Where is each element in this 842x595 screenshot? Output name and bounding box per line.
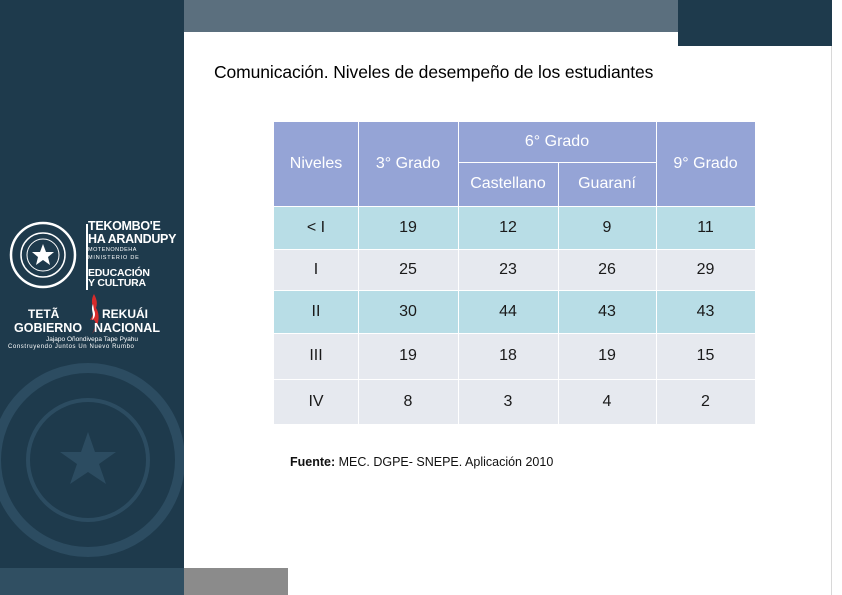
header-niveles: Niveles bbox=[274, 122, 358, 206]
logo-divider bbox=[86, 224, 88, 290]
mec-logo-text: HA ARANDUPY bbox=[88, 232, 177, 246]
table-cell-cast: 44 bbox=[458, 290, 558, 333]
mec-logo-text: MINISTERIO DE bbox=[88, 255, 140, 261]
header-grado3: 3° Grado bbox=[358, 122, 458, 206]
mec-logo-text: MOTENONDEHA bbox=[88, 247, 137, 253]
table-cell-nivel: I bbox=[274, 249, 358, 290]
table-cell-nivel: IV bbox=[274, 379, 358, 424]
table-cell-nivel: II bbox=[274, 290, 358, 333]
table-cell-g9: 29 bbox=[656, 249, 755, 290]
header-castellano: Castellano bbox=[458, 162, 558, 206]
table-cell-guar: 4 bbox=[558, 379, 656, 424]
table-gridline bbox=[558, 162, 559, 424]
sidebar bbox=[0, 0, 184, 595]
bottom-gray-band bbox=[184, 568, 288, 595]
table-cell-cast: 12 bbox=[458, 206, 558, 249]
national-seal-icon bbox=[9, 221, 77, 289]
source-label: Fuente: bbox=[290, 455, 336, 469]
header-guarani: Guaraní bbox=[558, 162, 656, 206]
watermark-seal-icon bbox=[0, 363, 184, 557]
table-gridline bbox=[458, 122, 459, 424]
flag-flame-icon bbox=[90, 294, 99, 334]
gob-slogan: Jajapo Oñondivepa Tape Pyahu bbox=[46, 336, 139, 343]
slide-title: Comunicación. Niveles de desempeño de lo… bbox=[214, 62, 654, 82]
table-gridline bbox=[458, 162, 656, 163]
table-cell-cast: 3 bbox=[458, 379, 558, 424]
table-cell-g3: 30 bbox=[358, 290, 458, 333]
table-gridline bbox=[274, 249, 755, 250]
top-right-block bbox=[678, 0, 832, 46]
table-cell-g3: 19 bbox=[358, 206, 458, 249]
top-bar bbox=[184, 0, 678, 32]
mec-logo-text: Y CULTURA bbox=[88, 277, 146, 289]
table-cell-g9: 15 bbox=[656, 333, 755, 379]
table-cell-g3: 25 bbox=[358, 249, 458, 290]
logo-block: TEKOMBO'E HA ARANDUPY MOTENONDEHA MINIST… bbox=[6, 216, 182, 358]
table-gridline bbox=[274, 206, 755, 207]
gob-logo-text: TETÃ bbox=[28, 307, 60, 321]
table-cell-g3: 19 bbox=[358, 333, 458, 379]
source-note: Fuente: MEC. DGPE- SNEPE. Aplicación 201… bbox=[290, 455, 553, 469]
table-cell-g9: 11 bbox=[656, 206, 755, 249]
table-cell-guar: 19 bbox=[558, 333, 656, 379]
table-gridline bbox=[656, 122, 657, 424]
table-gridline bbox=[274, 290, 755, 291]
table-cell-cast: 18 bbox=[458, 333, 558, 379]
gob-logo-text: GOBIERNO bbox=[14, 321, 83, 335]
header-grado9: 9° Grado bbox=[656, 122, 755, 206]
table-cell-nivel: III bbox=[274, 333, 358, 379]
mec-logo-text: TEKOMBO'E bbox=[88, 219, 161, 233]
table-gridline bbox=[274, 333, 755, 334]
performance-table: Niveles 3° Grado 6° Grado Castellano Gua… bbox=[274, 122, 755, 424]
table-cell-nivel: < I bbox=[274, 206, 358, 249]
table-cell-guar: 9 bbox=[558, 206, 656, 249]
header-grado6: 6° Grado bbox=[458, 122, 656, 162]
gob-slogan: Construyendo Juntos Un Nuevo Rumbo bbox=[8, 344, 135, 350]
gob-logo-text: NACIONAL bbox=[94, 321, 160, 335]
table-gridline bbox=[274, 379, 755, 380]
table-cell-guar: 43 bbox=[558, 290, 656, 333]
mec-logo-text: EDUCACIÓN bbox=[88, 267, 150, 279]
right-border-line bbox=[831, 46, 832, 595]
gob-logo-text: REKUÁI bbox=[102, 307, 149, 321]
table-cell-g3: 8 bbox=[358, 379, 458, 424]
table-cell-cast: 23 bbox=[458, 249, 558, 290]
source-text: MEC. DGPE- SNEPE. Aplicación 2010 bbox=[335, 455, 554, 469]
table-cell-guar: 26 bbox=[558, 249, 656, 290]
table-cell-g9: 43 bbox=[656, 290, 755, 333]
sidebar-bottom-band bbox=[0, 568, 184, 595]
table-gridline bbox=[358, 122, 359, 424]
table-cell-g9: 2 bbox=[656, 379, 755, 424]
